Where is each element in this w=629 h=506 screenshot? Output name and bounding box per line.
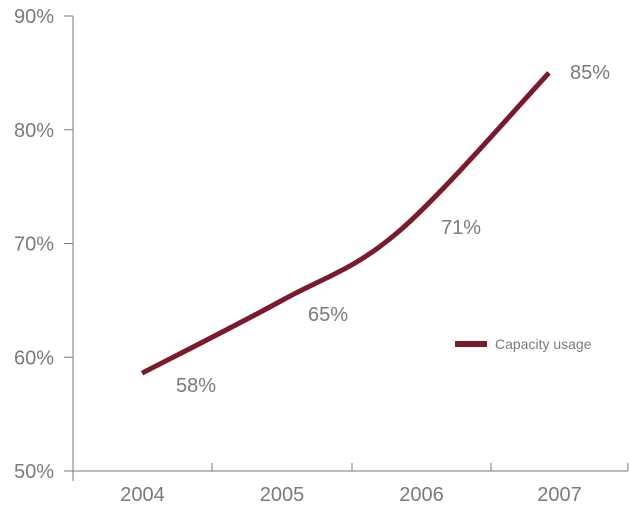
x-tick-label: 2007: [537, 484, 582, 506]
y-tick-label: 70%: [14, 234, 54, 256]
x-axis: 2004 2005 2006 2007: [72, 463, 629, 506]
y-tick-label: 60%: [14, 347, 54, 369]
y-tick-label: 50%: [14, 461, 54, 483]
series-layer: [140, 71, 551, 376]
y-tick-label: 80%: [14, 120, 54, 142]
series-line-capacity-usage: [140, 71, 551, 376]
legend-swatch: [455, 341, 487, 347]
x-tick-label: 2005: [260, 484, 305, 506]
x-tick-label: 2004: [120, 484, 165, 506]
data-label: 58%: [176, 375, 216, 397]
data-label: 71%: [441, 217, 481, 239]
data-label: 65%: [308, 304, 348, 326]
legend: Capacity usage: [455, 336, 592, 352]
data-label: 85%: [570, 62, 610, 84]
legend-label: Capacity usage: [495, 336, 592, 352]
x-tick-label: 2006: [399, 484, 444, 506]
data-labels: 58% 65% 71% 85%: [176, 62, 610, 397]
y-tick-label: 90%: [14, 6, 54, 28]
y-axis: 50% 60% 70% 80% 90%: [14, 6, 74, 483]
